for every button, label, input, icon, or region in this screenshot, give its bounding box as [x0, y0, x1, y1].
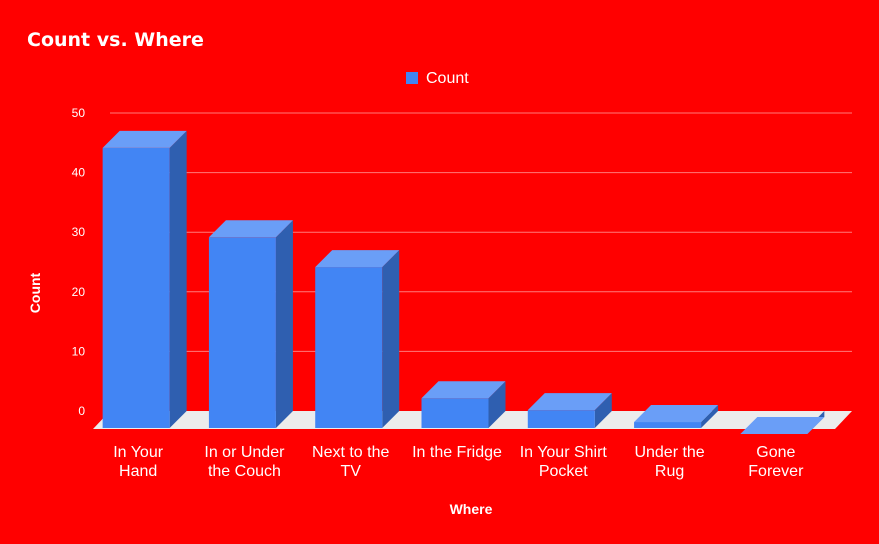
x-axis-categories: In Your Hand In or Under the Couch Next to t…	[113, 444, 804, 480]
y-axis-title: Count	[27, 272, 43, 313]
bar-side	[701, 405, 719, 428]
bar-front	[527, 410, 595, 428]
bar-top	[421, 381, 506, 399]
y-axis-ticks: 0 10 20 30 40 50	[72, 106, 86, 418]
legend: Count	[406, 70, 469, 87]
bar-top	[527, 393, 612, 411]
bar-front	[634, 422, 702, 428]
y-tick-label: 50	[72, 106, 86, 120]
bar-top	[208, 220, 293, 238]
bars	[102, 130, 825, 434]
bar-side	[169, 130, 187, 428]
y-tick-label: 10	[72, 344, 86, 358]
x-axis-title: Where	[450, 501, 493, 517]
bar-top	[740, 416, 825, 434]
bar	[315, 250, 400, 428]
bar	[102, 130, 187, 428]
chart-title: Count vs. Where	[27, 29, 204, 51]
y-tick-label: 0	[78, 404, 85, 418]
bar-top	[315, 250, 400, 268]
x-tick-label: Next to the TV	[312, 444, 389, 480]
bar-side	[488, 381, 506, 428]
bar-front	[315, 267, 383, 428]
legend-swatch	[406, 72, 418, 84]
bar	[208, 220, 293, 428]
bar-top	[634, 405, 719, 423]
bar-front	[208, 237, 276, 428]
bar	[634, 405, 719, 428]
bar-front	[102, 147, 170, 428]
bar-front	[421, 398, 489, 428]
bar	[740, 411, 825, 434]
bar	[527, 393, 612, 428]
bar-top	[102, 130, 187, 148]
bar-side	[275, 220, 293, 428]
bar-side	[382, 250, 400, 428]
y-tick-label: 20	[72, 285, 86, 299]
bar	[421, 381, 506, 428]
x-tick-label: In the Fridge	[412, 444, 502, 461]
bar-side	[594, 393, 612, 428]
x-tick-label: In Your Shirt Pocket	[520, 444, 608, 480]
x-tick-label: In Your Hand	[113, 444, 164, 480]
y-tick-label: 30	[72, 225, 86, 239]
x-tick-label: In or Under the Couch	[204, 444, 285, 480]
legend-label: Count	[426, 70, 469, 87]
x-tick-label: Under the Rug	[634, 444, 704, 480]
x-tick-label: Gone Forever	[748, 444, 804, 480]
y-tick-label: 40	[72, 166, 86, 180]
